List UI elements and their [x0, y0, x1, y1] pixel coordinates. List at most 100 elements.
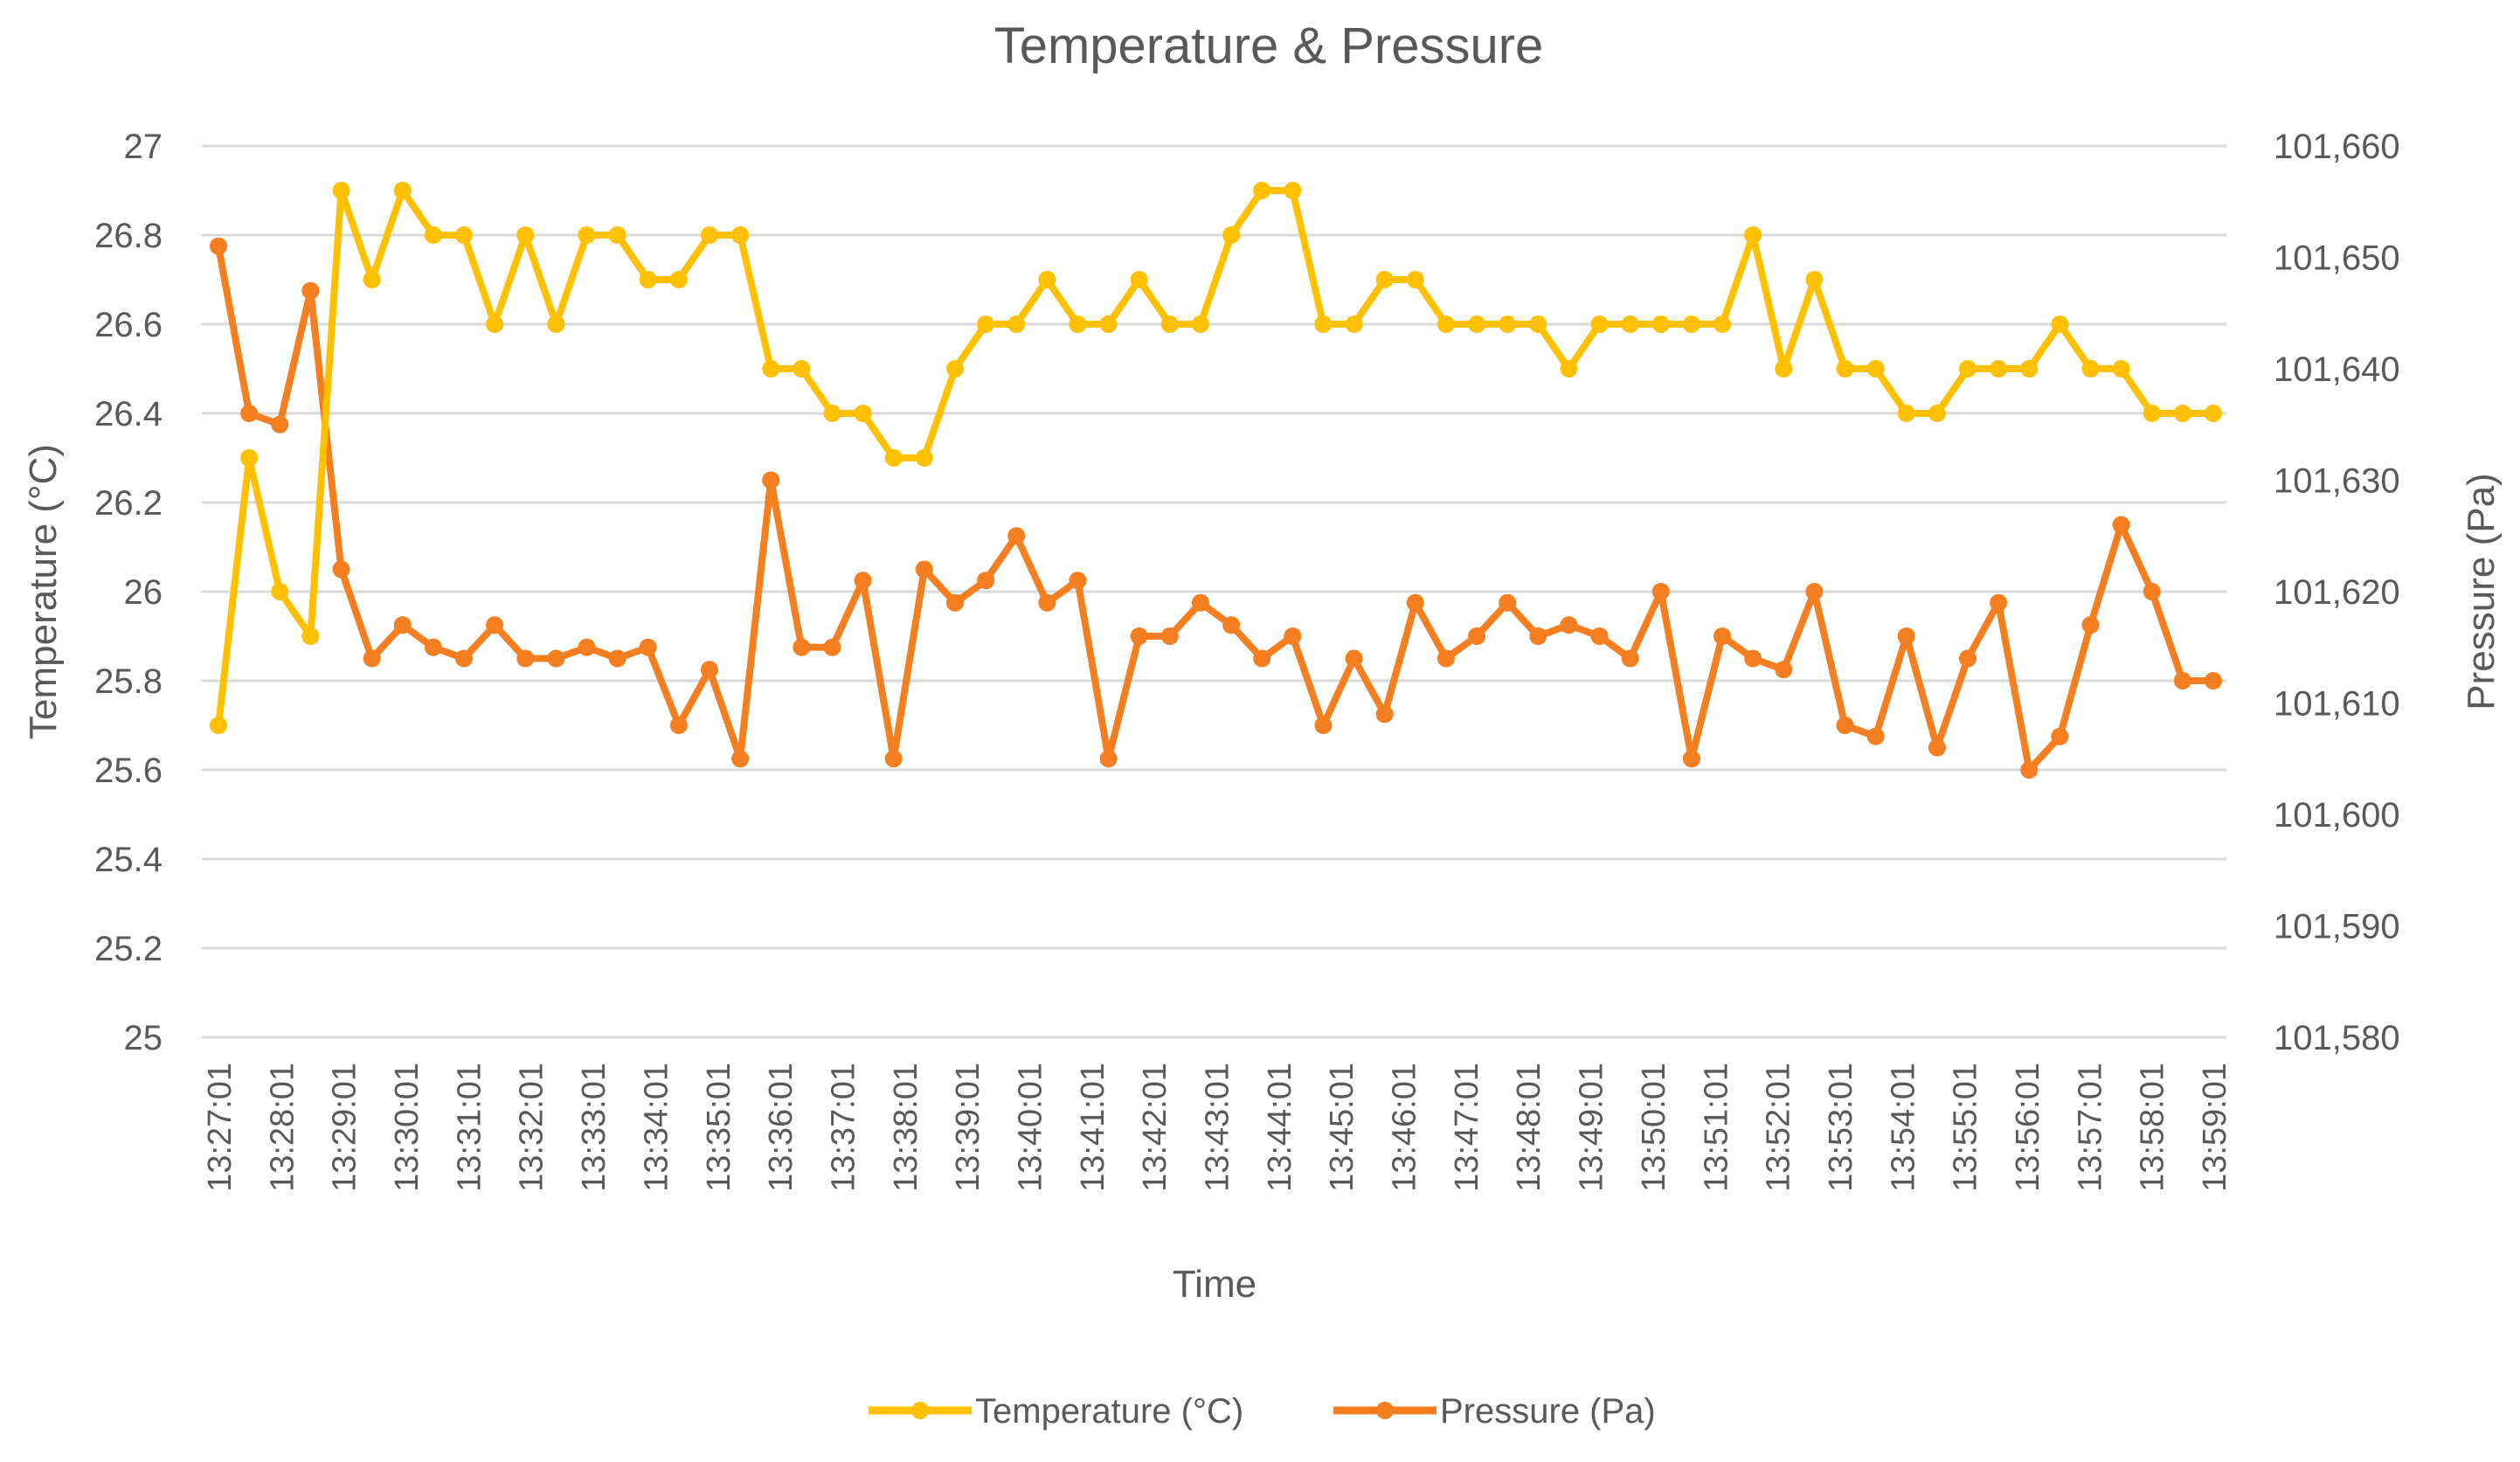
x-tick-label: 13:55:01: [1948, 1063, 1984, 1192]
data-point-temperature: [1590, 315, 1609, 333]
data-point-temperature: [1314, 315, 1333, 333]
data-point-pressure: [1375, 705, 1394, 724]
data-point-temperature: [516, 226, 535, 244]
data-point-temperature: [1345, 315, 1363, 333]
y-tick-label-left: 26.8: [94, 217, 163, 255]
y-tick-label-right: 101,590: [2274, 908, 2400, 946]
x-tick-label: 13:58:01: [2135, 1063, 2171, 1192]
data-point-pressure: [1069, 572, 1087, 590]
x-tick-label: 13:49:01: [1574, 1063, 1610, 1192]
data-point-pressure: [1621, 649, 1639, 668]
data-point-pressure: [1529, 627, 1547, 645]
data-point-pressure: [2143, 583, 2161, 600]
legend: Temperature (°C) Pressure (Pa): [869, 1392, 1656, 1431]
data-point-temperature: [1069, 315, 1087, 333]
legend-label-temperature: Temperature (°C): [975, 1392, 1243, 1431]
data-point-temperature: [2112, 360, 2130, 378]
data-point-pressure: [1437, 649, 1455, 668]
data-point-pressure: [1314, 717, 1333, 734]
data-point-pressure: [1468, 627, 1486, 645]
y-axis-label-left: Temperature (°C): [22, 444, 65, 739]
data-point-temperature: [486, 315, 504, 333]
data-point-pressure: [2020, 761, 2039, 779]
x-tick-label: 13:53:01: [1823, 1063, 1859, 1192]
data-point-temperature: [393, 182, 412, 199]
x-tick-label: 13:54:01: [1885, 1063, 1921, 1192]
y-tick-label-left: 26.2: [94, 484, 163, 523]
data-point-pressure: [1866, 727, 1885, 745]
data-point-pressure: [271, 415, 289, 433]
data-point-pressure: [977, 572, 995, 590]
data-point-pressure: [486, 616, 504, 634]
data-point-temperature: [1007, 315, 1026, 333]
data-point-pressure: [1897, 627, 1915, 645]
data-point-pressure: [1775, 661, 1793, 679]
data-point-temperature: [1775, 360, 1793, 378]
data-point-temperature: [547, 315, 565, 333]
x-tick-label: 13:42:01: [1137, 1063, 1173, 1192]
data-point-pressure: [1160, 627, 1179, 645]
data-point-pressure: [1499, 593, 1517, 612]
data-point-pressure: [884, 750, 903, 768]
data-point-temperature: [731, 226, 750, 244]
data-point-temperature: [578, 226, 596, 244]
y-tick-label-left: 27: [124, 128, 163, 166]
data-point-pressure: [1990, 593, 2008, 612]
data-point-temperature: [1959, 360, 1977, 378]
data-point-pressure: [393, 616, 412, 634]
data-point-pressure: [945, 593, 964, 612]
data-point-pressure: [854, 572, 872, 590]
x-tick-label: 13:37:01: [825, 1063, 862, 1192]
data-point-pressure: [1099, 750, 1118, 768]
data-point-temperature: [945, 360, 964, 378]
data-point-pressure: [578, 638, 596, 656]
x-tick-label: 13:50:01: [1636, 1063, 1672, 1192]
data-point-pressure: [2205, 672, 2222, 689]
y-tick-label-left: 25.2: [94, 930, 163, 968]
x-tick-label: 13:33:01: [576, 1063, 613, 1192]
data-point-pressure: [1713, 627, 1732, 645]
x-tick-label: 13:36:01: [763, 1063, 800, 1192]
legend-marker-pressure: [1376, 1402, 1394, 1419]
data-point-pressure: [1682, 750, 1700, 768]
x-tick-label: 13:57:01: [2072, 1063, 2108, 1192]
y-tick-label-right: 101,620: [2274, 573, 2400, 612]
data-point-temperature: [1222, 226, 1241, 244]
data-point-temperature: [1621, 315, 1639, 333]
data-point-temperature: [1038, 271, 1056, 288]
x-tick-label: 13:52:01: [1761, 1063, 1797, 1192]
data-point-temperature: [363, 271, 381, 288]
data-point-pressure: [669, 717, 688, 734]
x-tick-label: 13:51:01: [1698, 1063, 1734, 1192]
x-tick-label: 13:41:01: [1075, 1063, 1111, 1192]
data-point-pressure: [240, 405, 259, 422]
data-point-temperature: [1866, 360, 1885, 378]
data-point-temperature: [915, 449, 933, 467]
y-tick-label-right: 101,600: [2274, 796, 2400, 835]
y-tick-label-left: 26.4: [94, 395, 163, 433]
y-tick-label-right: 101,580: [2274, 1019, 2400, 1057]
x-tick-label: 13:44:01: [1262, 1063, 1298, 1192]
data-point-temperature: [854, 405, 872, 422]
data-point-pressure: [823, 638, 841, 656]
data-point-pressure: [301, 281, 320, 300]
x-tick-label: 13:29:01: [327, 1063, 363, 1192]
y-tick-label-left: 25.6: [94, 752, 163, 790]
data-point-temperature: [2143, 405, 2161, 422]
data-point-temperature: [1897, 405, 1915, 422]
data-point-pressure: [516, 649, 535, 668]
x-tick-label: 13:34:01: [638, 1063, 675, 1192]
data-point-pressure: [210, 237, 227, 255]
right-axis-ticks: 101,580 101,590 101,600 101,610 101,620 101,6…: [2274, 128, 2400, 1057]
x-tick-label: 13:47:01: [1449, 1063, 1485, 1192]
data-point-temperature: [1284, 182, 1302, 199]
data-point-pressure: [1836, 717, 1854, 734]
series-group: [210, 182, 2222, 779]
data-point-pressure: [2081, 616, 2100, 634]
data-point-pressure: [1222, 616, 1241, 634]
x-tick-label: 13:38:01: [888, 1063, 924, 1192]
series-line-temperature: [215, 187, 2217, 729]
data-point-temperature: [1099, 315, 1118, 333]
data-point-pressure: [1007, 527, 1026, 545]
